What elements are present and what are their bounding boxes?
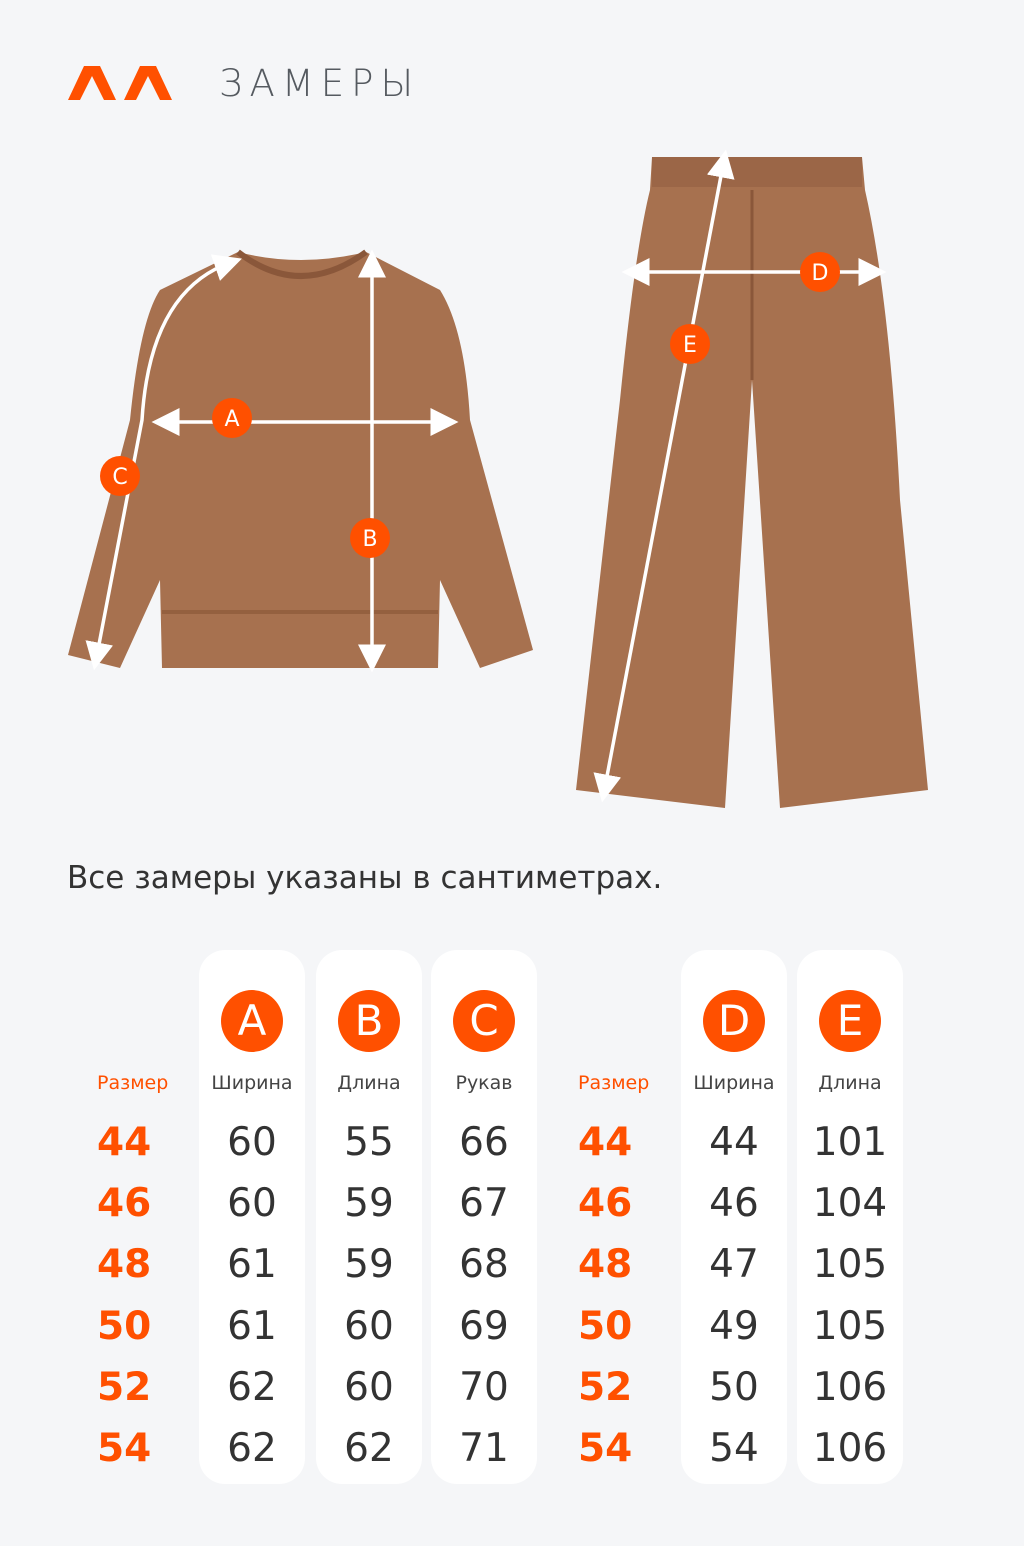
brand-logo: [68, 66, 172, 100]
size-value: 44: [97, 1120, 152, 1165]
measure-value: 101: [812, 1120, 888, 1165]
svg-text:B: B: [362, 527, 377, 552]
top_table-column-letter: B: [304, 990, 434, 1052]
label-c-marker: C: [100, 456, 140, 496]
measure-value: 60: [344, 1304, 394, 1349]
size-value: 48: [97, 1242, 152, 1287]
measure-badge: E: [819, 990, 881, 1052]
measure-value: 60: [227, 1120, 277, 1165]
size-value: 52: [97, 1365, 152, 1410]
measure-value: 61: [227, 1242, 277, 1287]
measure-value: 59: [344, 1181, 394, 1226]
garment-diagram: A B C D E: [68, 149, 928, 808]
label-e-marker: E: [670, 324, 710, 364]
label-d-marker: D: [800, 252, 840, 292]
measure-value: 62: [344, 1426, 394, 1471]
measure-value: 46: [709, 1181, 759, 1226]
measure-value: 105: [812, 1304, 888, 1349]
label-b-marker: B: [350, 518, 390, 558]
measure-e-arrow: [593, 149, 735, 803]
size-value: 50: [578, 1304, 633, 1349]
label-a-marker: A: [212, 398, 252, 438]
measure-value: 44: [709, 1120, 759, 1165]
measure-value: 61: [227, 1304, 277, 1349]
measure-value: 62: [227, 1365, 277, 1410]
measure-value: 60: [227, 1181, 277, 1226]
size-value: 54: [97, 1426, 152, 1471]
measure-badge: B: [338, 990, 400, 1052]
top_table-column-letter: A: [187, 990, 317, 1052]
bottom_table-column-letter: D: [669, 990, 799, 1052]
measure-badge: C: [453, 990, 515, 1052]
pants: [576, 157, 928, 808]
top_table-column-label: Длина: [337, 1072, 401, 1094]
bottom_table-column-label: Длина: [818, 1072, 882, 1094]
measure-value: 105: [812, 1242, 888, 1287]
measure-c-arrow: [85, 254, 242, 671]
measure-value: 71: [459, 1426, 509, 1471]
bottom_table-size-header: Размер: [578, 1072, 650, 1094]
size-value: 46: [578, 1181, 633, 1226]
size-value: 50: [97, 1304, 152, 1349]
measure-value: 70: [459, 1365, 509, 1410]
measure-value: 55: [344, 1120, 394, 1165]
measure-value: 60: [344, 1365, 394, 1410]
measure-value: 66: [459, 1120, 509, 1165]
measure-value: 106: [812, 1426, 888, 1471]
units-note: Все замеры указаны в сантиметрах.: [67, 860, 663, 896]
bottom_table-column-label: Ширина: [693, 1072, 775, 1094]
bottom_table-column-letter: E: [785, 990, 915, 1052]
size-value: 44: [578, 1120, 633, 1165]
measure-value: 49: [709, 1304, 759, 1349]
page-title: ЗАМЕРЫ: [219, 62, 421, 105]
size-value: 48: [578, 1242, 633, 1287]
top_table-column-label: Ширина: [211, 1072, 293, 1094]
measure-value: 50: [709, 1365, 759, 1410]
measure-value: 104: [812, 1181, 888, 1226]
size-value: 54: [578, 1426, 633, 1471]
svg-text:E: E: [683, 333, 697, 358]
measure-value: 67: [459, 1181, 509, 1226]
measure-badge: A: [221, 990, 283, 1052]
measure-value: 69: [459, 1304, 509, 1349]
top_table-column-label: Рукав: [455, 1072, 513, 1094]
top_table-column-letter: C: [419, 990, 549, 1052]
size-value: 46: [97, 1181, 152, 1226]
measure-badge: D: [703, 990, 765, 1052]
measure-value: 62: [227, 1426, 277, 1471]
sweatshirt: [68, 249, 533, 668]
top_table-size-header: Размер: [97, 1072, 169, 1094]
measure-value: 68: [459, 1242, 509, 1287]
svg-text:C: C: [112, 465, 127, 490]
measure-value: 47: [709, 1242, 759, 1287]
size-value: 52: [578, 1365, 633, 1410]
measure-value: 54: [709, 1426, 759, 1471]
svg-text:D: D: [812, 261, 829, 286]
svg-text:A: A: [224, 407, 239, 432]
measure-value: 59: [344, 1242, 394, 1287]
measure-value: 106: [812, 1365, 888, 1410]
